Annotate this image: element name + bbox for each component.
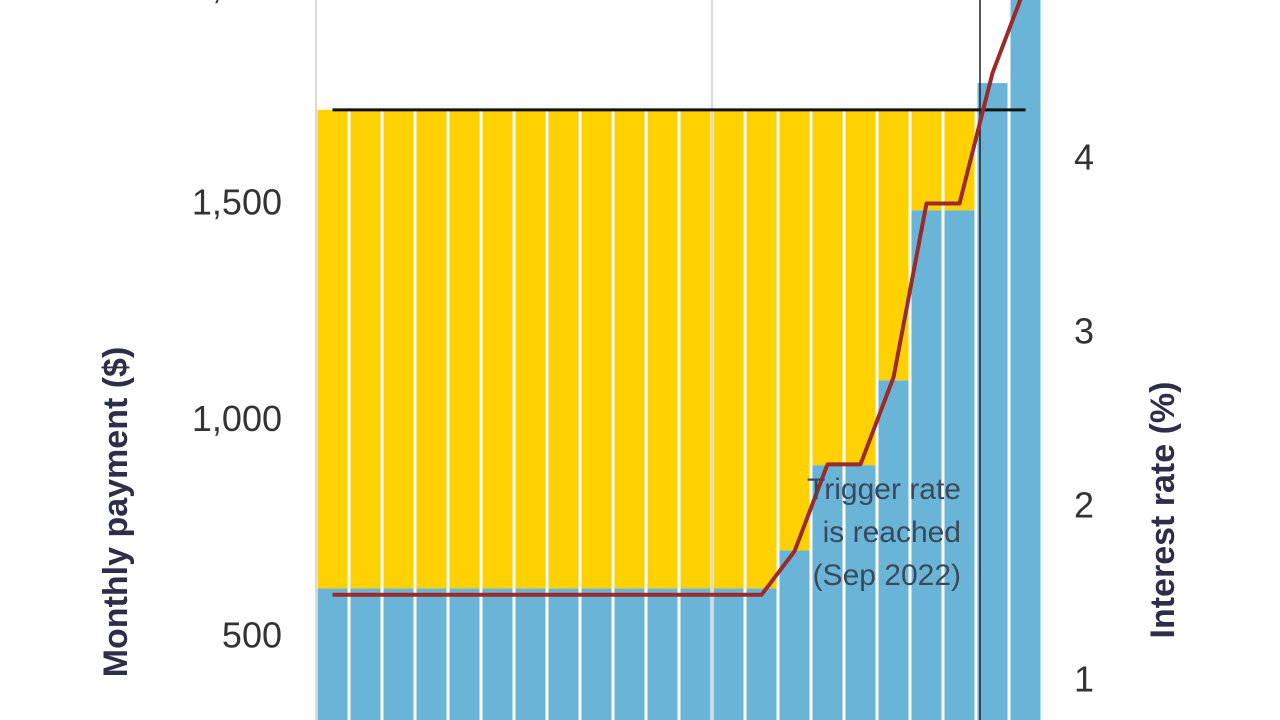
bar bbox=[680, 588, 711, 720]
bar bbox=[548, 109, 579, 589]
y2-tick-label: 4 bbox=[1074, 137, 1094, 178]
bar bbox=[746, 588, 777, 720]
bar bbox=[317, 109, 348, 589]
bar bbox=[647, 588, 678, 720]
bar bbox=[911, 109, 942, 211]
y-tick-label: 1,500 bbox=[192, 182, 282, 223]
y-tick-label: 2,000 bbox=[192, 0, 282, 6]
bar bbox=[383, 588, 414, 720]
y-axis-title: Monthly payment ($) bbox=[97, 347, 135, 678]
bar bbox=[878, 380, 909, 720]
bar bbox=[482, 588, 513, 720]
bar bbox=[614, 588, 645, 720]
bar bbox=[845, 465, 876, 720]
bar bbox=[416, 109, 447, 589]
bar bbox=[647, 109, 678, 589]
bar bbox=[416, 588, 447, 720]
y2-axis-title: Interest rate (%) bbox=[1144, 382, 1182, 639]
bar bbox=[779, 109, 810, 551]
bar bbox=[1010, 0, 1041, 720]
y-tick-label: 500 bbox=[222, 614, 282, 655]
bar bbox=[812, 109, 843, 466]
bar bbox=[350, 109, 381, 589]
bar bbox=[548, 588, 579, 720]
bar bbox=[350, 588, 381, 720]
bar bbox=[614, 109, 645, 589]
y2-tick-label: 1 bbox=[1074, 658, 1094, 699]
y2-tick-label: 2 bbox=[1074, 484, 1094, 525]
bar bbox=[911, 210, 942, 720]
annotation: (Sep 2022) bbox=[813, 559, 961, 592]
bar bbox=[746, 109, 777, 589]
bar bbox=[515, 109, 546, 589]
bar bbox=[449, 588, 480, 720]
bar bbox=[482, 109, 513, 589]
y2-tick-label: 3 bbox=[1074, 310, 1094, 351]
bar bbox=[581, 588, 612, 720]
bar bbox=[977, 83, 1008, 720]
bar bbox=[779, 550, 810, 720]
bar bbox=[845, 109, 876, 466]
rate-line bbox=[332, 0, 1023, 597]
bar bbox=[581, 109, 612, 589]
bar bbox=[713, 109, 744, 589]
bar bbox=[515, 588, 546, 720]
annotation: Trigger rate bbox=[807, 473, 961, 506]
y-tick-label: 1,000 bbox=[192, 398, 282, 439]
y2-tick-label: 5 bbox=[1074, 0, 1094, 4]
bar bbox=[317, 588, 348, 720]
bar bbox=[680, 109, 711, 589]
bar bbox=[449, 109, 480, 589]
annotation: is reached bbox=[823, 516, 961, 549]
bar bbox=[878, 109, 909, 381]
bar bbox=[944, 210, 975, 720]
bar bbox=[812, 465, 843, 720]
bar bbox=[383, 109, 414, 589]
bar bbox=[713, 588, 744, 720]
